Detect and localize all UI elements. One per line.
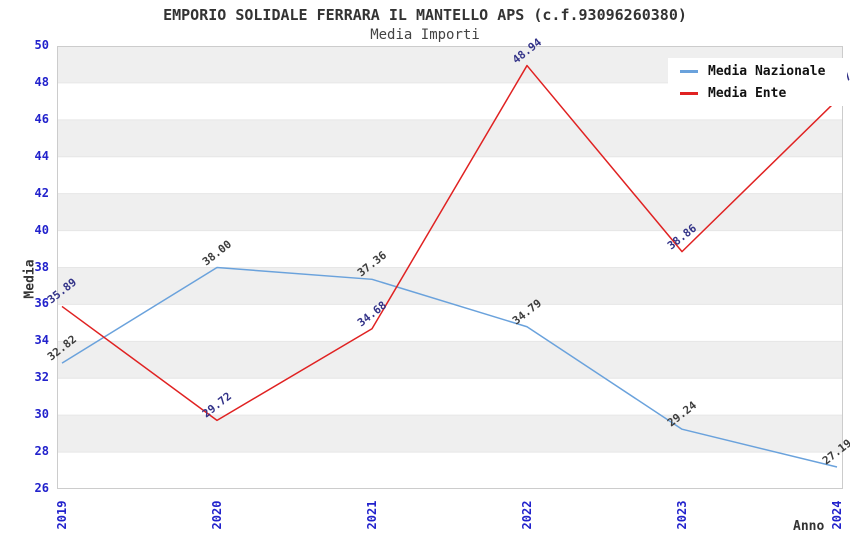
legend-swatch-media-ente-icon bbox=[680, 91, 698, 95]
plot-svg bbox=[57, 46, 843, 489]
grid-band bbox=[57, 304, 843, 342]
legend-label-media-ente: Media Ente bbox=[708, 85, 787, 101]
x-tick-label: 2019 bbox=[55, 500, 69, 530]
y-tick-label: 50 bbox=[34, 38, 49, 52]
y-tick-label: 38 bbox=[34, 259, 49, 274]
legend-item-media-nazionale: Media Nazionale bbox=[668, 64, 847, 79]
y-tick-label: 32 bbox=[34, 370, 49, 385]
grid-band bbox=[57, 415, 843, 453]
y-tick-label: 34 bbox=[34, 333, 49, 348]
legend: Media Nazionale Media Ente bbox=[668, 58, 847, 106]
grid-band bbox=[57, 193, 843, 231]
legend-swatch-media-nazionale-icon bbox=[680, 69, 698, 73]
x-tick-label: 2021 bbox=[365, 500, 379, 530]
chart-title: EMPORIO SOLIDALE FERRARA IL MANTELLO APS… bbox=[163, 6, 687, 24]
y-axis-label: Media bbox=[22, 259, 38, 299]
series-line-media-ente bbox=[61, 64, 838, 422]
grid-band bbox=[57, 378, 843, 416]
grid-band bbox=[57, 341, 843, 379]
x-tick-label: 2024 bbox=[830, 500, 844, 530]
legend-item-media-ente: Media Ente bbox=[668, 86, 847, 101]
grid-band bbox=[57, 230, 843, 268]
chart-subtitle: Media Importi bbox=[370, 27, 480, 43]
y-tick-label: 42 bbox=[34, 185, 49, 200]
grid-band bbox=[57, 267, 843, 305]
x-tick-label: 2020 bbox=[210, 500, 224, 530]
y-tick-label: 26 bbox=[34, 481, 49, 495]
plot-border bbox=[57, 46, 843, 489]
grid-band bbox=[57, 452, 843, 489]
grid-band bbox=[57, 156, 843, 194]
x-tick-label: 2023 bbox=[675, 500, 689, 530]
series-line-media-nazionale bbox=[61, 266, 838, 468]
plot-area bbox=[57, 46, 843, 489]
y-tick-label: 44 bbox=[34, 148, 49, 163]
y-tick-label: 48 bbox=[34, 74, 49, 89]
legend-label-media-nazionale: Media Nazionale bbox=[708, 63, 826, 79]
x-axis-label: Anno bbox=[793, 519, 825, 534]
y-tick-label: 36 bbox=[34, 296, 49, 311]
grid-band bbox=[57, 119, 843, 157]
x-tick-label: 2022 bbox=[520, 500, 534, 530]
y-tick-label: 28 bbox=[34, 444, 49, 459]
y-tick-label: 40 bbox=[34, 222, 49, 237]
y-tick-label: 30 bbox=[34, 407, 49, 422]
y-tick-label: 46 bbox=[34, 111, 49, 126]
